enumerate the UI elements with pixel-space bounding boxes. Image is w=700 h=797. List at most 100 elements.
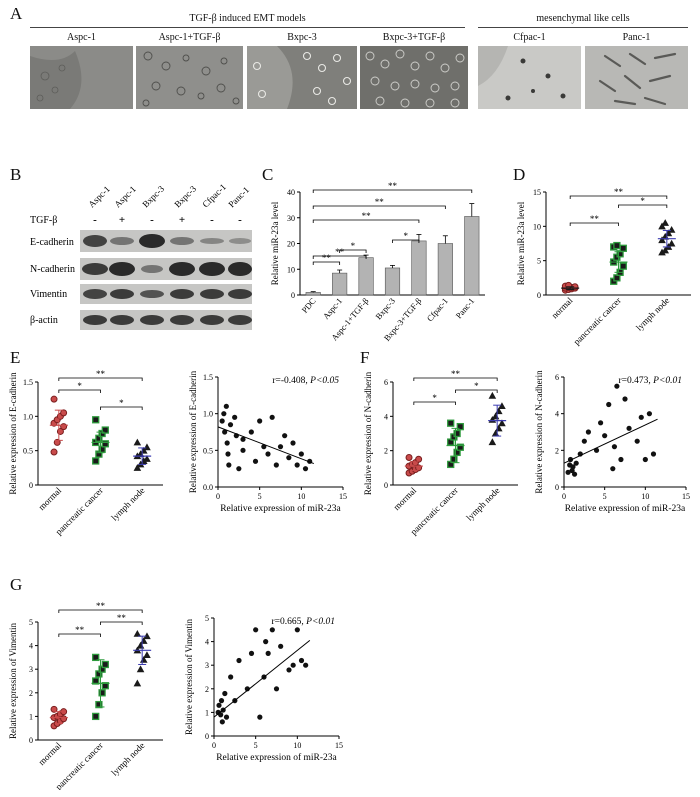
data-point	[244, 686, 250, 692]
data-point	[222, 690, 228, 697]
data-point	[101, 682, 109, 690]
data-point	[405, 454, 413, 462]
data-point	[92, 416, 100, 424]
western-blot: Aspc-1 Aspc-1 Bxpc-3 Bxpc-3 Cfpac-1 Panc…	[30, 182, 252, 330]
x-tick-label: 15	[682, 492, 690, 501]
panel-label-f: F	[360, 348, 370, 367]
data-point	[286, 455, 292, 461]
data-point	[611, 444, 618, 450]
protein-label: β-actin	[30, 315, 58, 326]
y-tick-label: 5	[205, 614, 209, 623]
data-point	[133, 679, 142, 687]
correlation-annotation: r=0.473, P<0.01	[619, 376, 683, 386]
bar	[384, 267, 401, 296]
data-point	[223, 403, 229, 409]
significance-bracket	[569, 222, 619, 226]
x-axis-label: Relative expression of miR-23a	[216, 752, 337, 763]
data-point	[573, 460, 579, 466]
significance-bracket	[58, 377, 143, 381]
significance-bracket	[312, 205, 446, 209]
correlation-annotation: r=-0.408, P<0.05	[272, 376, 339, 386]
lane-label: Bxpc-3	[172, 183, 198, 209]
data-point	[415, 455, 423, 463]
data-point	[227, 422, 234, 428]
data-point	[98, 689, 106, 697]
data-point	[95, 700, 103, 709]
significance-mark: **	[375, 197, 385, 207]
significance-mark: *	[432, 393, 437, 403]
chart-f2: 0 2 4 6 Relative expression of N-cadherin 0 5 1…	[534, 370, 690, 514]
y-tick-label: 2	[384, 447, 388, 456]
significance-bracket	[392, 239, 420, 243]
tgf-mark: -	[150, 214, 154, 226]
significance-bracket	[413, 377, 498, 381]
y-tick-label: 6	[555, 373, 559, 382]
significance-bracket	[413, 401, 456, 405]
chart-c: 0 10 20 30 40 Relative miR-23a level PDC Aspc-1…	[270, 181, 485, 343]
data-point	[618, 456, 624, 463]
y-tick-label: 5	[29, 618, 33, 627]
group2-header: mesenchymal like cells	[536, 13, 630, 24]
data-point	[224, 440, 230, 446]
data-point	[223, 714, 230, 720]
bar	[305, 292, 321, 296]
y-axis-label: Relative miR-23a level	[270, 201, 280, 285]
y-tick-label: 0	[29, 736, 33, 745]
data-point	[456, 422, 464, 431]
data-point	[638, 414, 644, 420]
panel-label-b: B	[10, 165, 22, 184]
y-axis-label: Relative expression of E-cadherin	[188, 370, 198, 493]
y-tick-label: 1.0	[23, 412, 33, 421]
data-point	[278, 643, 284, 649]
data-point	[294, 462, 300, 468]
data-point	[498, 419, 506, 427]
panel-label-a: A	[10, 4, 23, 23]
x-tick-label: mormal	[391, 485, 418, 512]
y-tick-label: 40	[287, 188, 295, 197]
significance-mark: **	[96, 601, 106, 611]
y-tick-label: 1	[29, 712, 33, 721]
y-tick-label: 2	[29, 689, 33, 698]
x-axis-label: Relative expression of miR-23a	[220, 503, 341, 514]
data-point	[216, 702, 222, 708]
data-point	[50, 448, 58, 456]
data-point	[302, 466, 309, 472]
y-tick-label: 0	[205, 732, 209, 741]
data-point	[667, 239, 676, 247]
data-point	[236, 657, 242, 664]
data-point	[456, 443, 464, 451]
data-point	[253, 627, 259, 633]
y-tick-label: 4	[384, 412, 388, 421]
data-point	[646, 411, 652, 417]
x-tick-label: normal	[549, 295, 574, 320]
chart-g1: 0 1 2 3 4 5 Relative expression of Vimentin mor…	[8, 601, 163, 790]
y-tick-label: 1	[205, 708, 209, 717]
data-point	[101, 660, 109, 669]
significance-bracket	[312, 219, 420, 223]
data-point	[658, 222, 666, 230]
data-point	[53, 438, 61, 446]
y-tick-label: 0	[29, 481, 33, 490]
data-point	[661, 219, 670, 226]
data-point	[282, 433, 288, 439]
data-point	[226, 462, 232, 468]
data-point	[143, 443, 151, 451]
data-point	[221, 411, 227, 417]
y-tick-label: 2	[555, 446, 559, 455]
panel-label-g: G	[10, 575, 23, 594]
data-point	[286, 667, 292, 673]
data-point	[133, 464, 142, 471]
data-point	[453, 429, 461, 438]
panel-label-e: E	[10, 348, 21, 367]
micrograph-panc1	[585, 46, 688, 109]
data-point	[273, 686, 280, 692]
data-point	[232, 414, 238, 420]
data-point	[602, 433, 608, 439]
data-point	[252, 458, 259, 464]
group2-line	[478, 27, 688, 28]
data-point	[613, 241, 621, 250]
significance-mark: **	[322, 253, 332, 263]
bar	[411, 240, 427, 296]
data-point	[498, 402, 506, 410]
data-point	[619, 244, 627, 252]
